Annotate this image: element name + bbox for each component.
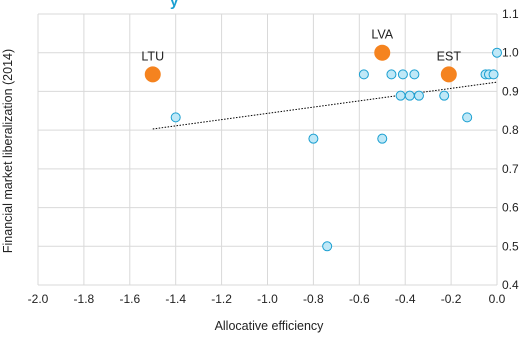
point-label: LVA: [371, 28, 393, 42]
data-point: [404, 90, 415, 101]
x-tick-label: -1.6: [119, 292, 140, 306]
x-tick-label: 0.0: [489, 292, 506, 306]
y-tick-label: 0.8: [502, 123, 519, 137]
y-tick-label: 0.6: [502, 201, 519, 215]
y-tick-label: 0.7: [502, 162, 519, 176]
grid-lines: [37, 13, 498, 286]
data-point: [492, 47, 502, 58]
data-point: [395, 90, 406, 101]
y-tick-label: 1.0: [502, 46, 519, 60]
data-point: [322, 241, 333, 252]
x-axis-label: Allocative efficiency: [215, 319, 325, 333]
x-tick-label: -1.0: [257, 292, 278, 306]
trend-line: [152, 81, 498, 130]
point-label: LTU: [141, 49, 164, 63]
point-labels: LTU LVA EST: [141, 28, 461, 64]
highlight-point: [374, 44, 391, 61]
x-tick-label: -0.6: [349, 292, 370, 306]
y-tick-label: 0.9: [502, 84, 519, 98]
x-tick-label: -1.2: [211, 292, 232, 306]
data-point: [462, 112, 473, 123]
trend-line-group: [152, 81, 498, 130]
data-point: [397, 69, 408, 80]
x-tick-label: -0.2: [441, 292, 462, 306]
x-tick-labels: -2.0 -1.8 -1.6 -1.4 -1.2 -1.0 -0.8 -0.6 -0.4 -0.2…: [28, 292, 506, 306]
data-points: [144, 44, 502, 252]
highlight-point: [440, 66, 457, 83]
data-point: [358, 69, 369, 80]
x-tick-label: -0.4: [395, 292, 416, 306]
data-point: [170, 112, 181, 123]
x-tick-label: -0.8: [303, 292, 324, 306]
data-point: [409, 69, 420, 80]
x-tick-label: -1.8: [74, 292, 95, 306]
y-tick-label: 0.4: [502, 278, 519, 292]
y-tick-label: 1.1: [502, 7, 519, 21]
y-axis-label: Financial market liberalization (2014): [1, 49, 15, 253]
point-label: EST: [437, 49, 462, 63]
data-point: [386, 69, 397, 80]
y-tick-labels: 0.4 0.5 0.6 0.7 0.8 0.9 1.0 1.1: [502, 7, 519, 292]
data-point: [439, 90, 450, 101]
highlight-point: [144, 66, 161, 83]
data-point: [308, 133, 319, 144]
x-tick-label: -2.0: [28, 292, 49, 306]
chart-title: y: [170, 0, 179, 10]
data-point: [413, 90, 424, 101]
data-point: [377, 133, 388, 144]
y-tick-label: 0.5: [502, 239, 519, 253]
data-point: [488, 69, 499, 80]
x-tick-label: -1.4: [165, 292, 186, 306]
